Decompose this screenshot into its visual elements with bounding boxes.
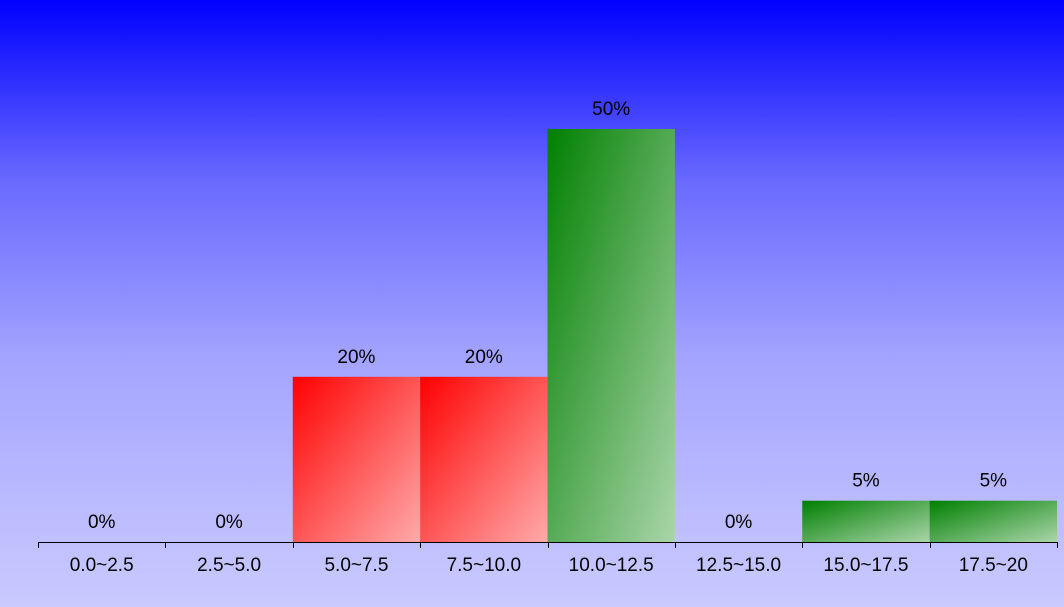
bars-layer xyxy=(292,129,1057,542)
x-tick-label: 17.5~20 xyxy=(959,555,1028,576)
x-tick-label: 15.0~17.5 xyxy=(823,555,908,576)
x-axis xyxy=(38,542,1058,548)
bar-17.5~20 xyxy=(929,500,1057,542)
bar-value-label: 0% xyxy=(725,512,753,533)
bar-7.5~10.0 xyxy=(420,376,548,542)
x-tick-label: 10.0~12.5 xyxy=(569,555,654,576)
bar-value-label: 5% xyxy=(852,471,880,492)
bar-value-label: 0% xyxy=(88,512,116,533)
bar-value-label: 20% xyxy=(465,347,503,368)
x-tick-label: 12.5~15.0 xyxy=(696,555,781,576)
bar-10.0~12.5 xyxy=(547,129,675,542)
x-tick-label: 2.5~5.0 xyxy=(197,555,261,576)
x-tick-label: 0.0~2.5 xyxy=(70,555,134,576)
bar-value-label: 50% xyxy=(592,99,630,120)
bar-value-label: 20% xyxy=(337,347,375,368)
bar-value-label: 0% xyxy=(215,512,243,533)
bar-value-label: 5% xyxy=(980,471,1008,492)
x-tick-label: 5.0~7.5 xyxy=(324,555,388,576)
bar-15.0~17.5 xyxy=(802,500,930,542)
value-labels-layer: 0% 0% 20% 20% 50% 0% 5% 5% xyxy=(88,99,1007,533)
x-tick-label: 7.5~10.0 xyxy=(447,555,522,576)
bar-5.0~7.5 xyxy=(292,376,421,542)
tick-labels-layer: 0.0~2.5 2.5~5.0 5.0~7.5 7.5~10.0 10.0~12.5 12… xyxy=(70,555,1028,576)
